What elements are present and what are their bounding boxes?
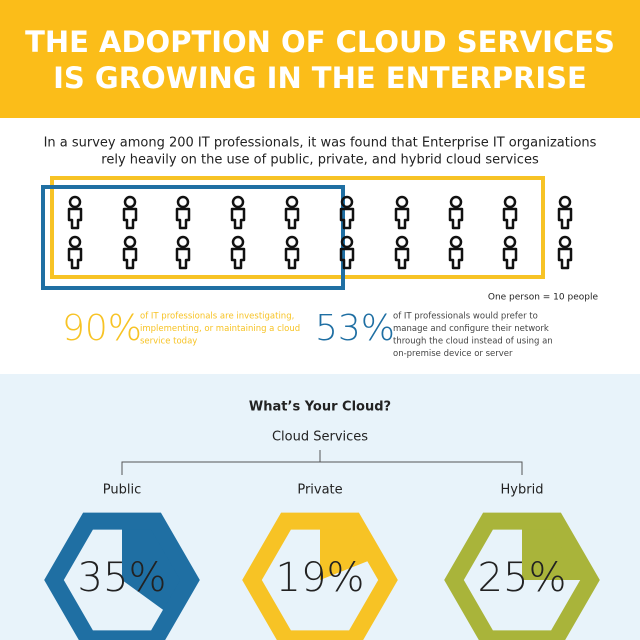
person-body bbox=[284, 207, 300, 230]
person-head bbox=[449, 235, 463, 249]
person-icon bbox=[394, 195, 410, 230]
person-head bbox=[340, 195, 354, 209]
person-body bbox=[122, 247, 138, 270]
person-icon bbox=[67, 235, 83, 270]
tree-lines bbox=[121, 450, 523, 475]
person-head bbox=[68, 235, 82, 249]
person-icon bbox=[175, 195, 191, 230]
person-head bbox=[123, 195, 137, 209]
person-body bbox=[175, 207, 191, 230]
stats: 90%of IT professionals are investigating… bbox=[62, 308, 553, 359]
legend: One person = 10 people bbox=[488, 293, 599, 303]
cloud-value: 19% bbox=[276, 555, 365, 601]
person-icon bbox=[230, 235, 246, 270]
person-head bbox=[68, 195, 82, 209]
person-head bbox=[176, 235, 190, 249]
cloud-value: 25% bbox=[478, 555, 567, 601]
stat-text: service today bbox=[140, 337, 197, 347]
person-head bbox=[285, 235, 299, 249]
person-body bbox=[284, 247, 300, 270]
intro-line: In a survey among 200 IT professionals, … bbox=[44, 136, 597, 151]
person-head bbox=[231, 195, 245, 209]
person-icon bbox=[394, 235, 410, 270]
person-icon bbox=[339, 235, 355, 270]
person-body bbox=[122, 207, 138, 230]
person-head bbox=[558, 235, 572, 249]
person-head bbox=[123, 235, 137, 249]
cloud-name: Hybrid bbox=[501, 483, 544, 498]
person-body bbox=[339, 207, 355, 230]
header-band bbox=[0, 0, 640, 118]
person-head bbox=[340, 235, 354, 249]
stat-value: 53% bbox=[315, 308, 395, 349]
person-icon bbox=[557, 195, 573, 230]
person-icon bbox=[122, 235, 138, 270]
person-body bbox=[394, 247, 410, 270]
yellow-box bbox=[50, 176, 545, 279]
person-head bbox=[395, 235, 409, 249]
person-icon bbox=[448, 235, 464, 270]
person-body bbox=[339, 247, 355, 270]
person-head bbox=[558, 195, 572, 209]
stat-text: of IT professionals would prefer to bbox=[393, 312, 538, 322]
person-head bbox=[449, 195, 463, 209]
person-icon bbox=[230, 195, 246, 230]
title-line: THE ADOPTION OF CLOUD SERVICES bbox=[25, 25, 615, 59]
person-body bbox=[394, 207, 410, 230]
person-body bbox=[557, 247, 573, 270]
person-icon bbox=[284, 235, 300, 270]
person-head bbox=[231, 235, 245, 249]
cloud-name: Public bbox=[103, 483, 141, 498]
person-head bbox=[503, 195, 517, 209]
person-body bbox=[175, 247, 191, 270]
stat-text: through the cloud instead of using an bbox=[393, 337, 553, 347]
stat-text: of IT professionals are investigating, bbox=[140, 312, 294, 322]
person-body bbox=[67, 207, 83, 230]
cloud-name: Private bbox=[297, 483, 342, 498]
cloud-value: 35% bbox=[78, 555, 167, 601]
person-body bbox=[502, 247, 518, 270]
person-body bbox=[448, 247, 464, 270]
person-head bbox=[176, 195, 190, 209]
survey-band bbox=[0, 118, 640, 374]
person-body bbox=[230, 247, 246, 270]
person-icon bbox=[339, 195, 355, 230]
stat-text: on-premise device or server bbox=[393, 349, 513, 359]
title-line: IS GROWING IN THE ENTERPRISE bbox=[53, 61, 587, 95]
person-body bbox=[557, 207, 573, 230]
person-icon bbox=[67, 195, 83, 230]
cloud-root: Cloud Services bbox=[272, 430, 368, 445]
stat-value: 90% bbox=[62, 308, 142, 349]
person-icon bbox=[557, 235, 573, 270]
person-body bbox=[502, 207, 518, 230]
person-icon bbox=[175, 235, 191, 270]
person-icon bbox=[502, 195, 518, 230]
cloud-hexagon bbox=[444, 512, 600, 640]
person-body bbox=[230, 207, 246, 230]
cloud-hexagon bbox=[44, 512, 200, 640]
person-icon bbox=[502, 235, 518, 270]
stat-text: implementing, or maintaining a cloud bbox=[140, 324, 300, 334]
person-head bbox=[285, 195, 299, 209]
cloud-band bbox=[0, 374, 640, 640]
cloud-hexagon bbox=[242, 512, 398, 640]
person-body bbox=[67, 247, 83, 270]
person-icon bbox=[448, 195, 464, 230]
people-grid bbox=[67, 195, 573, 270]
cloud-title: What’s Your Cloud? bbox=[249, 400, 391, 415]
person-icon bbox=[284, 195, 300, 230]
person-body bbox=[448, 207, 464, 230]
person-head bbox=[395, 195, 409, 209]
intro-line: rely heavily on the use of public, priva… bbox=[101, 153, 539, 168]
person-icon bbox=[122, 195, 138, 230]
stat-text: manage and configure their network bbox=[393, 324, 549, 334]
person-head bbox=[503, 235, 517, 249]
